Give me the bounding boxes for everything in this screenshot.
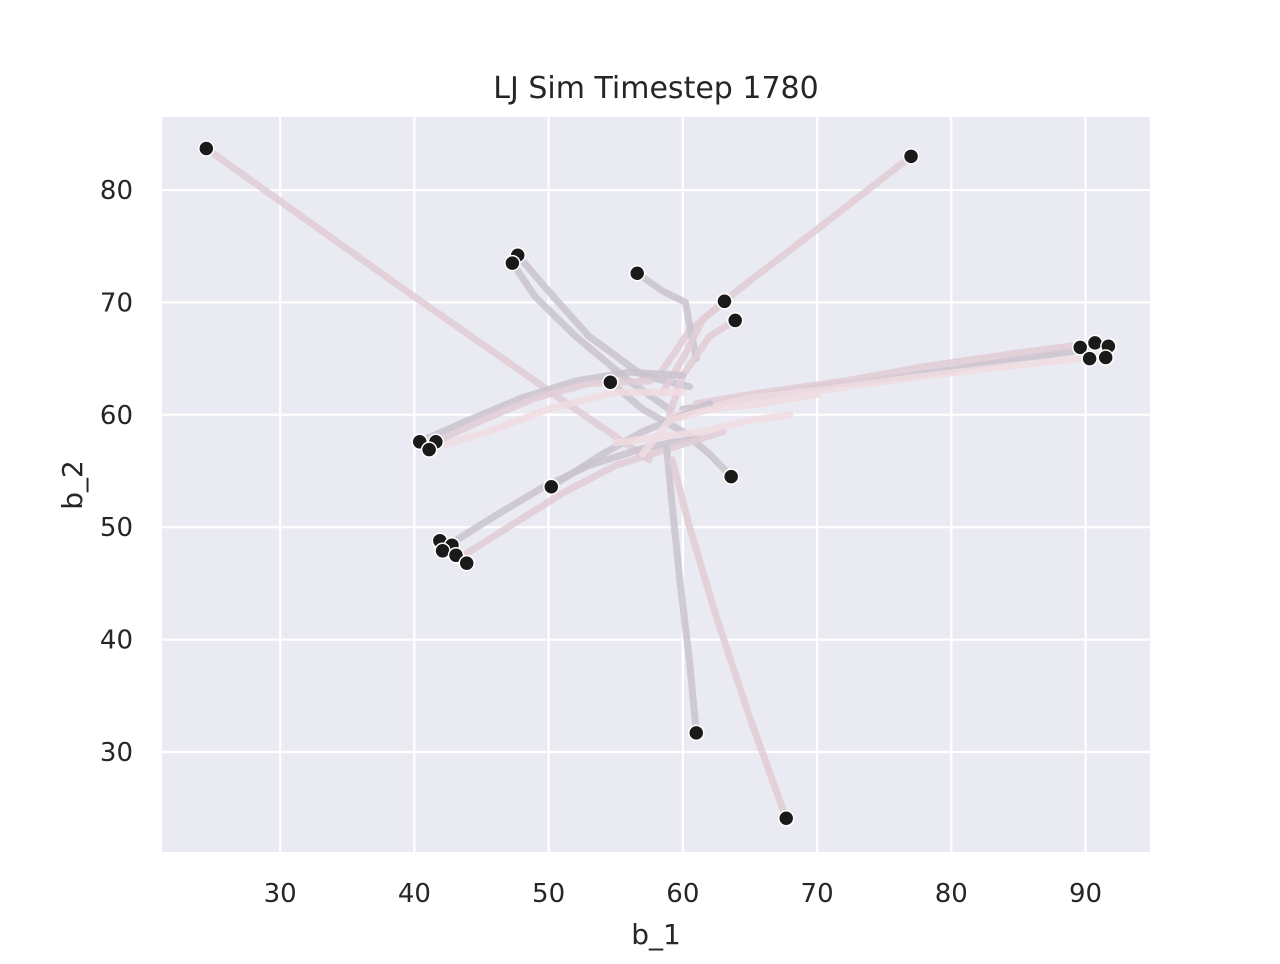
x-axis-label: b_1	[631, 918, 681, 951]
x-tick-label: 70	[801, 879, 834, 909]
particle-point	[726, 312, 744, 329]
particle-point	[543, 478, 560, 495]
chart-title: LJ Sim Timestep 1780	[493, 71, 818, 106]
particle-trails	[202, 145, 1103, 822]
trajectory-trail	[663, 445, 700, 737]
trajectory-trail	[672, 352, 1103, 419]
x-tick-label: 40	[398, 879, 431, 909]
y-tick-labels: 30 40 50 60 70 80	[100, 176, 133, 768]
y-tick-label: 50	[100, 513, 133, 543]
plot-area	[162, 117, 1150, 852]
gridlines	[162, 117, 1150, 852]
y-axis-label: b_2	[56, 460, 89, 510]
particle-point	[902, 148, 920, 165]
trajectory-trail	[639, 391, 821, 458]
particle-point	[198, 140, 215, 157]
x-tick-label: 80	[935, 879, 968, 909]
x-tick-labels: 30 40 50 60 70 80 90	[264, 879, 1103, 909]
particle-point	[602, 373, 619, 391]
trajectory-trail	[425, 388, 687, 454]
y-tick-label: 60	[100, 401, 133, 431]
y-tick-label: 70	[100, 288, 133, 318]
y-tick-label: 40	[100, 626, 133, 656]
x-tick-label: 50	[532, 879, 565, 909]
y-tick-label: 80	[100, 176, 133, 206]
particle-point	[458, 554, 475, 572]
trajectory-trail	[514, 251, 694, 391]
particle-point	[420, 441, 438, 458]
particle-point	[1081, 350, 1098, 367]
x-tick-label: 90	[1069, 879, 1102, 909]
particle-point	[1097, 349, 1114, 366]
trajectory-trail	[416, 368, 687, 446]
particle-point	[1086, 334, 1104, 352]
x-tick-label: 30	[264, 879, 297, 909]
particle-point	[1071, 339, 1089, 356]
particle-point	[504, 254, 521, 272]
trajectory-trail	[692, 339, 1099, 408]
particle-points	[198, 140, 1117, 827]
particle-point	[777, 810, 795, 827]
trajectory-trail	[202, 145, 653, 464]
trajectory-trail	[659, 152, 915, 374]
trajectory-trail	[612, 411, 794, 447]
particle-point	[628, 264, 646, 282]
trajectory-trail	[668, 456, 790, 822]
x-tick-label: 60	[666, 879, 699, 909]
particle-point	[716, 293, 733, 310]
particle-point	[722, 468, 740, 485]
trajectory-trail	[456, 428, 727, 562]
particle-point	[688, 724, 705, 742]
y-tick-label: 30	[100, 738, 133, 768]
